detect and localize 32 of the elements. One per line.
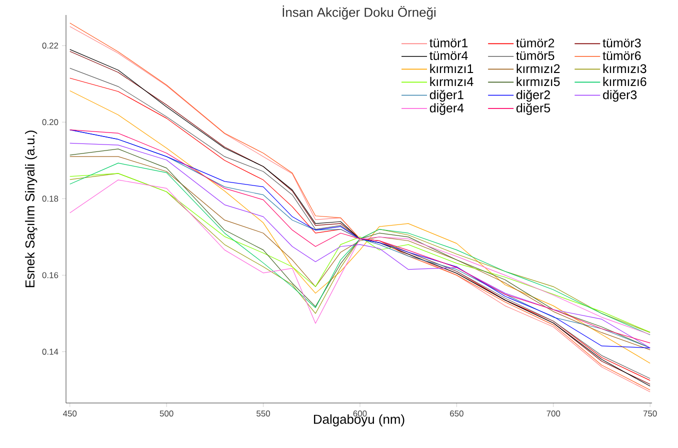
x-tick-label: 500 — [160, 410, 174, 417]
legend-label: tümör2 — [516, 38, 554, 48]
legend-label: kırmızı1 — [430, 64, 474, 73]
x-tick-label: 650 — [450, 410, 464, 417]
legend-label: tümör1 — [430, 38, 468, 48]
legend-label: tümör5 — [516, 51, 554, 60]
legend-label: tümör4 — [430, 51, 468, 60]
x-axis-title: Dalgaboyu (nm) — [314, 414, 404, 426]
legend-label: kırmızı2 — [516, 64, 560, 73]
legend-label: diğer3 — [603, 90, 637, 102]
legend-label: kırmızı3 — [603, 64, 646, 74]
x-tick-label: 550 — [256, 410, 270, 417]
legend-label: kırmızı6 — [603, 76, 646, 86]
legend-label: kırmızı5 — [516, 76, 560, 86]
legend-label: kırmızı4 — [430, 76, 474, 86]
y-tick-label: 0.16 — [42, 272, 58, 278]
legend-label: tümör3 — [602, 38, 641, 48]
chart-title: İnsan Akciğer Doku Örneği — [282, 6, 436, 20]
x-tick-label: 600 — [353, 410, 367, 417]
legend-label: tümör6 — [602, 51, 641, 60]
x-tick-label: 750 — [643, 410, 657, 417]
legend-label: diğer5 — [516, 103, 550, 115]
y-tick-label: 0.22 — [42, 42, 58, 49]
x-tick-label: 700 — [546, 410, 560, 417]
y-tick-label: 0.20 — [42, 119, 58, 126]
legend-label: diğer4 — [430, 103, 464, 115]
y-tick-label: 0.14 — [42, 348, 58, 355]
y-axis-title: Esnek Saçılım Sinyali (a.u.) — [25, 130, 38, 288]
x-tick-label: 450 — [62, 410, 77, 417]
y-tick-label: 0.18 — [42, 196, 58, 202]
legend-label: diğer2 — [516, 90, 550, 102]
legend-label: diğer1 — [430, 90, 464, 102]
